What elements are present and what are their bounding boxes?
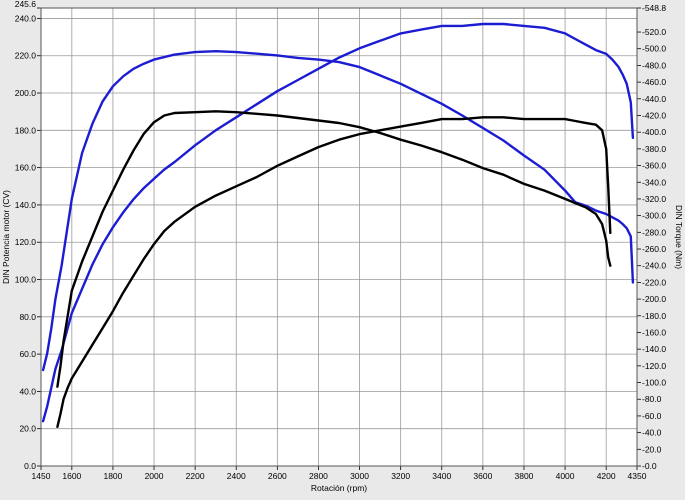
right-tick-label: -420.0	[642, 110, 666, 120]
grid-lines	[41, 8, 637, 466]
right-tick-label: -380.0	[642, 144, 666, 154]
left-tick-label: 40.0	[19, 386, 36, 396]
right-tick-label: -80.0	[642, 394, 662, 404]
x-tick-label: 1800	[103, 471, 122, 481]
right-tick-label: -548.8	[642, 3, 666, 13]
right-tick-label: -520.0	[642, 27, 666, 37]
right-tick-label: -340.0	[642, 177, 666, 187]
x-tick-label: 3800	[515, 471, 534, 481]
left-tick-label: 245.6	[15, 0, 37, 9]
x-tick-label: 2800	[309, 471, 328, 481]
left-tick-label: 160.0	[15, 163, 37, 173]
right-tick-label: -140.0	[642, 344, 666, 354]
black-power-curve	[56, 116, 612, 428]
x-tick-label: 1450	[32, 471, 51, 481]
x-tick-label: 2400	[227, 471, 246, 481]
left-tick-label: 240.0	[15, 13, 37, 23]
x-tick-label: 4350	[628, 471, 647, 481]
right-tick-label: -180.0	[642, 311, 666, 321]
left-axis: 0.0 20.0 40.0 60.0 80.0 100.0 120.0 140.0 160.0 1…	[15, 0, 41, 471]
blue-power-curve	[41, 22, 635, 423]
series-lines	[41, 22, 635, 428]
left-tick-label: 200.0	[15, 88, 37, 98]
right-tick-label: -480.0	[642, 60, 666, 70]
x-tick-label: 4200	[597, 471, 616, 481]
right-tick-label: -220.0	[642, 277, 666, 287]
right-tick-label: -280.0	[642, 227, 666, 237]
plot-background	[41, 8, 637, 466]
black-torque-curve	[56, 110, 612, 388]
right-tick-label: -200.0	[642, 294, 666, 304]
x-tick-label: 2000	[145, 471, 164, 481]
left-tick-label: 80.0	[19, 312, 36, 322]
x-tick-label: 4000	[556, 471, 575, 481]
right-axis: -0.0 -20.0 -40.0 -60.0 -80.0 -100.0 -120.0 -140…	[637, 3, 666, 471]
blue-torque-curve	[41, 50, 635, 372]
x-axis-title: Rotación (rpm)	[311, 483, 367, 493]
left-tick-label: 220.0	[15, 51, 37, 61]
left-tick-label: 60.0	[19, 349, 36, 359]
right-tick-label: -240.0	[642, 261, 666, 271]
x-tick-label: 2200	[186, 471, 205, 481]
left-tick-label: 180.0	[15, 125, 37, 135]
right-tick-label: -40.0	[642, 428, 662, 438]
right-tick-label: -300.0	[642, 211, 666, 221]
left-tick-label: 20.0	[19, 424, 36, 434]
x-tick-label: 3200	[391, 471, 410, 481]
right-tick-label: -120.0	[642, 361, 666, 371]
left-tick-label: 140.0	[15, 200, 37, 210]
right-tick-label: -460.0	[642, 77, 666, 87]
right-tick-label: -160.0	[642, 327, 666, 337]
right-tick-label: -100.0	[642, 378, 666, 388]
right-tick-label: -360.0	[642, 161, 666, 171]
left-tick-label: 120.0	[15, 237, 37, 247]
right-tick-label: -500.0	[642, 44, 666, 54]
x-tick-label: 3600	[473, 471, 492, 481]
right-tick-label: -60.0	[642, 411, 662, 421]
x-tick-label: 3000	[350, 471, 369, 481]
x-tick-label: 1600	[62, 471, 81, 481]
right-tick-label: -440.0	[642, 94, 666, 104]
right-tick-label: -20.0	[642, 444, 662, 454]
right-tick-label: -0.0	[642, 461, 657, 471]
right-axis-title: DIN Torque (Nm)	[674, 205, 684, 269]
right-tick-label: -320.0	[642, 194, 666, 204]
left-tick-label: 100.0	[15, 275, 37, 285]
x-tick-label: 3400	[432, 471, 451, 481]
x-axis: 1450 1600 1800 2000 2200 2400 2600 2800 3000 3200…	[32, 466, 647, 481]
left-tick-label: 0.0	[24, 461, 36, 471]
right-tick-label: -260.0	[642, 244, 666, 254]
plot-frame	[40, 7, 638, 467]
left-axis-title: DIN Potencia motor (CV)	[1, 190, 11, 284]
right-tick-label: -400.0	[642, 127, 666, 137]
x-tick-label: 2600	[268, 471, 287, 481]
